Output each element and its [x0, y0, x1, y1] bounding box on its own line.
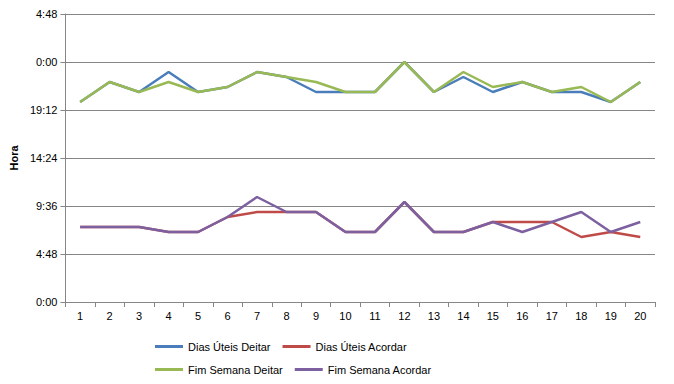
svg-text:18: 18 [575, 310, 587, 322]
svg-text:20: 20 [634, 310, 646, 322]
svg-text:11: 11 [369, 310, 380, 322]
svg-text:0:00: 0:00 [36, 56, 57, 68]
svg-text:16: 16 [516, 310, 528, 322]
svg-text:13: 13 [428, 310, 440, 322]
svg-text:3: 3 [136, 310, 142, 322]
svg-text:17: 17 [546, 310, 558, 322]
svg-text:9:36: 9:36 [36, 200, 57, 212]
svg-text:7: 7 [254, 310, 260, 322]
svg-text:Hora: Hora [8, 145, 20, 171]
svg-text:Fim Semana Acordar: Fim Semana Acordar [328, 364, 432, 376]
svg-text:8: 8 [283, 310, 289, 322]
svg-text:Fim Semana Deitar: Fim Semana Deitar [188, 364, 283, 376]
svg-text:14: 14 [457, 310, 469, 322]
svg-text:4:48: 4:48 [36, 8, 57, 20]
svg-text:4: 4 [166, 310, 172, 322]
svg-text:12: 12 [398, 310, 410, 322]
svg-text:5: 5 [195, 310, 201, 322]
svg-text:0:00: 0:00 [36, 296, 57, 308]
svg-text:4:48: 4:48 [36, 248, 57, 260]
svg-text:9: 9 [313, 310, 319, 322]
svg-text:6: 6 [224, 310, 230, 322]
svg-text:10: 10 [339, 310, 351, 322]
svg-text:Dias Úteis Acordar: Dias Úteis Acordar [316, 341, 407, 353]
svg-text:2: 2 [107, 310, 113, 322]
svg-text:Dias Úteis Deitar: Dias Úteis Deitar [188, 341, 271, 353]
svg-text:19:12: 19:12 [30, 104, 58, 116]
svg-text:14:24: 14:24 [30, 152, 58, 164]
svg-text:1: 1 [77, 310, 83, 322]
svg-text:15: 15 [487, 310, 499, 322]
svg-text:19: 19 [605, 310, 617, 322]
